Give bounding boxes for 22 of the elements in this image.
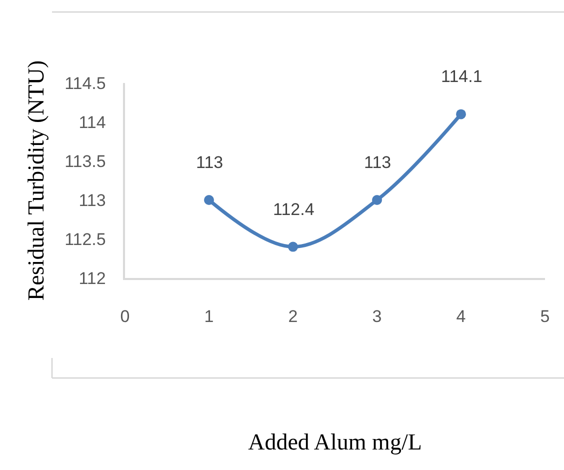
y-tick-label: 114 — [78, 112, 106, 132]
point — [288, 242, 298, 252]
y-tick-label: 114.5 — [64, 74, 106, 93]
y-tick-label: 113 — [78, 190, 106, 210]
x-tick-label: 0 — [120, 307, 130, 326]
x-tick-label: 5 — [540, 307, 550, 326]
point — [372, 195, 382, 205]
x-tick-label: 3 — [372, 307, 382, 326]
y-tick-label: 112 — [78, 268, 106, 288]
point — [204, 195, 214, 205]
data-label: 112.4 — [273, 200, 314, 219]
y-tick-label: 112.5 — [64, 230, 106, 249]
data-label: 114.1 — [441, 67, 482, 86]
data-label: 113 — [196, 153, 224, 172]
data-label: 113 — [364, 153, 392, 172]
x-tick-label: 2 — [288, 307, 298, 326]
y-tick-label: 113.5 — [64, 152, 106, 171]
x-axis-title: Added Alum mg/L — [248, 429, 422, 454]
x-tick-label: 4 — [456, 307, 466, 326]
y-axis-title: Residual Turbidity (NTU) — [24, 60, 49, 301]
x-tick-label: 1 — [204, 307, 214, 326]
point — [456, 109, 466, 120]
